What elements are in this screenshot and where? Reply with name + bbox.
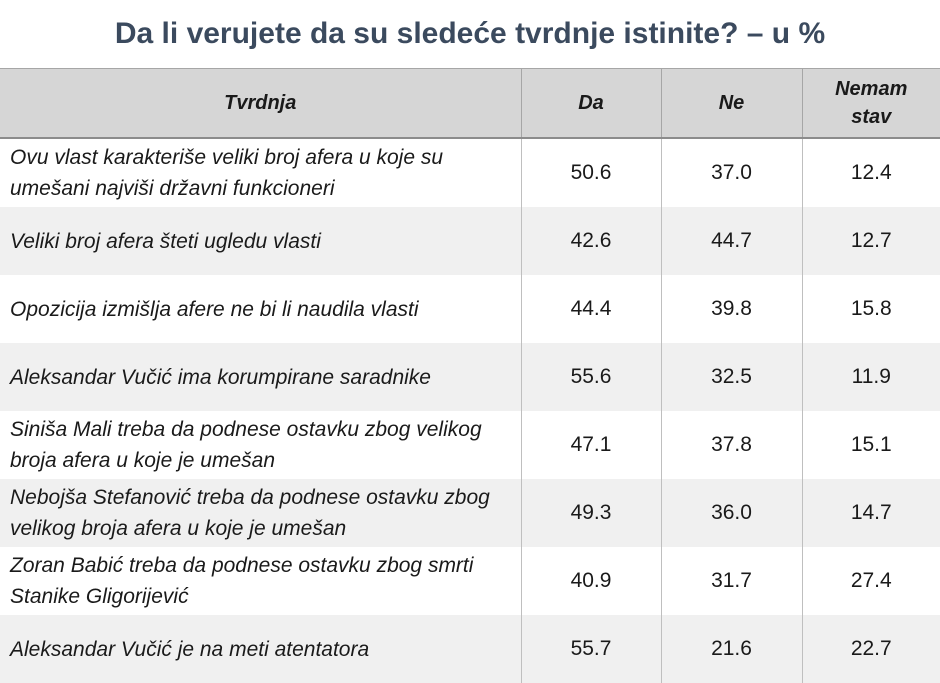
header-ne: Ne: [660, 68, 802, 139]
ne-cell: 21.6: [660, 615, 802, 683]
results-table: Tvrdnja Da Ne Nemam stav Ovu vlast karak…: [0, 68, 940, 683]
table-row: Aleksandar Vučić ima korumpirane saradni…: [0, 343, 940, 411]
statement-cell: Ovu vlast karakteriše veliki broj afera …: [0, 138, 521, 207]
nemam-stav-cell: 22.7: [801, 615, 940, 683]
da-cell: 42.6: [520, 207, 661, 275]
table-row: Veliki broj afera šteti ugledu vlasti 42…: [0, 207, 940, 275]
header-nemam-stav-line2: stav: [851, 106, 892, 128]
table-row: Ovu vlast karakteriše veliki broj afera …: [0, 138, 940, 207]
ne-cell: 37.8: [660, 411, 802, 479]
table-row: Nebojša Stefanović treba da podnese osta…: [0, 479, 940, 547]
ne-cell: 36.0: [660, 479, 802, 547]
nemam-stav-cell: 12.4: [801, 138, 940, 207]
table-title: Da li verujete da su sledeće tvrdnje ist…: [114, 17, 826, 50]
da-cell: 49.3: [520, 479, 661, 547]
da-cell: 40.9: [520, 547, 661, 615]
statement-cell: Siniša Mali treba da podnese ostavku zbo…: [0, 411, 521, 479]
da-cell: 55.7: [520, 615, 661, 683]
da-cell: 55.6: [520, 343, 661, 411]
nemam-stav-cell: 15.8: [801, 275, 940, 343]
header-nemam-stav: Nemam stav: [801, 68, 940, 139]
header-da: Da: [520, 68, 661, 139]
da-cell: 44.4: [520, 275, 661, 343]
table-row: Zoran Babić treba da podnese ostavku zbo…: [0, 547, 940, 615]
da-cell: 47.1: [520, 411, 661, 479]
statement-cell: Opozicija izmišlja afere ne bi li naudil…: [0, 275, 521, 343]
ne-cell: 37.0: [660, 138, 802, 207]
ne-cell: 44.7: [660, 207, 802, 275]
table-row: Aleksandar Vučić je na meti atentatora 5…: [0, 615, 940, 683]
ne-cell: 31.7: [660, 547, 802, 615]
nemam-stav-cell: 27.4: [801, 547, 940, 615]
table-row: Opozicija izmišlja afere ne bi li naudil…: [0, 275, 940, 343]
ne-cell: 39.8: [660, 275, 802, 343]
header-tvrdnja: Tvrdnja: [0, 68, 521, 139]
nemam-stav-cell: 14.7: [801, 479, 940, 547]
statement-cell: Aleksandar Vučić je na meti atentatora: [0, 615, 521, 683]
statement-cell: Aleksandar Vučić ima korumpirane saradni…: [0, 343, 521, 411]
statement-cell: Zoran Babić treba da podnese ostavku zbo…: [0, 547, 521, 615]
header-nemam-stav-line1: Nemam: [835, 78, 908, 100]
nemam-stav-cell: 11.9: [801, 343, 940, 411]
ne-cell: 32.5: [660, 343, 802, 411]
statement-cell: Nebojša Stefanović treba da podnese osta…: [0, 479, 521, 547]
nemam-stav-cell: 12.7: [801, 207, 940, 275]
table-row: Siniša Mali treba da podnese ostavku zbo…: [0, 411, 940, 479]
statement-cell: Veliki broj afera šteti ugledu vlasti: [0, 207, 521, 275]
da-cell: 50.6: [520, 138, 661, 207]
nemam-stav-cell: 15.1: [801, 411, 940, 479]
table-header-row: Tvrdnja Da Ne Nemam stav: [0, 68, 940, 139]
